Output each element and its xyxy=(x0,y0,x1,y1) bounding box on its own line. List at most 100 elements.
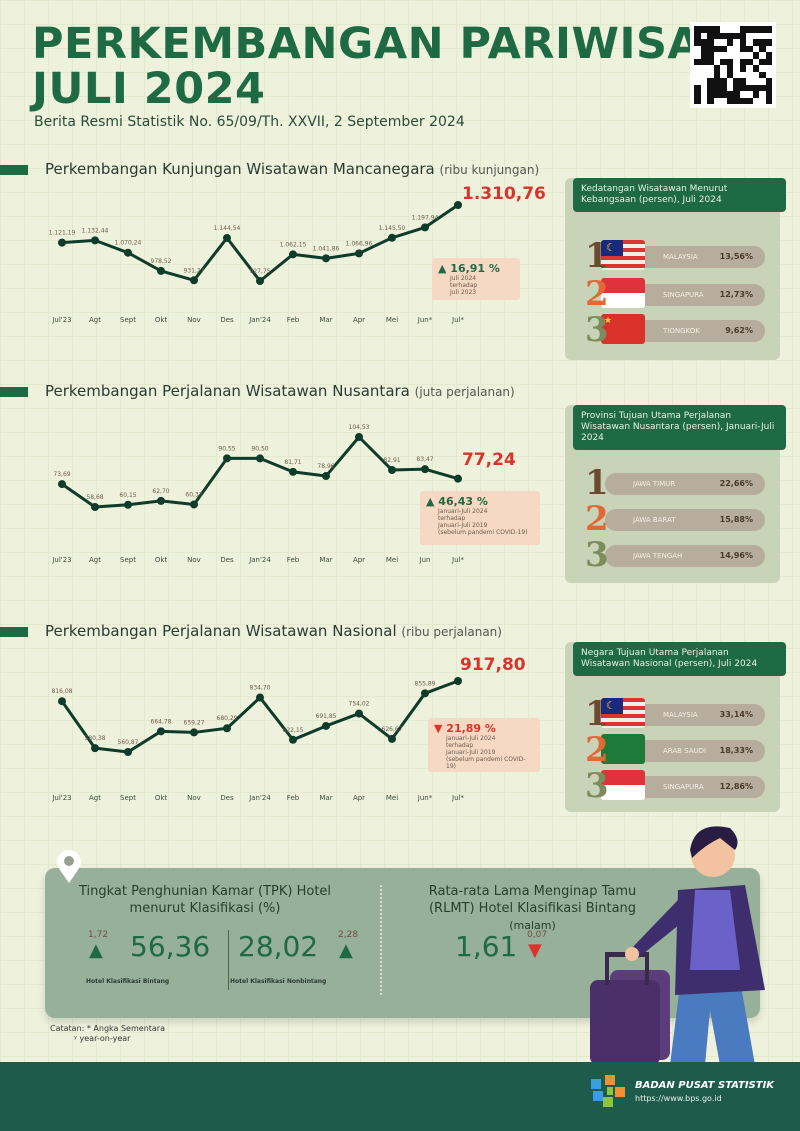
x-tick-label: Jun xyxy=(419,556,431,564)
x-tick-label: Jul'23 xyxy=(51,316,71,324)
line-charts: 1.121,19 Jul'23 1.132,44 Agt 1.070,24 Sept 978… xyxy=(49,201,464,802)
rank-number: 3 xyxy=(585,310,609,350)
x-tick-label: Jun* xyxy=(417,316,433,324)
section-heading-wisnas: Perkembangan Perjalanan Wisatawan Nasion… xyxy=(45,622,502,640)
x-tick-label: Des xyxy=(220,556,234,564)
x-tick-label: Agt xyxy=(89,556,101,564)
divider xyxy=(228,930,229,990)
rank-pct: 13,56% xyxy=(719,252,753,261)
data-point xyxy=(388,734,396,743)
latest-value-wisnus: 77,24 xyxy=(462,450,516,470)
rank-name: JAWA TIMUR xyxy=(633,480,676,488)
rank-row: SINGAPURA 12,73% 2 xyxy=(585,276,765,312)
rank-row: MALAYSIA 33,14% 1 xyxy=(585,696,765,732)
rank-name: MALAYSIA xyxy=(663,253,698,261)
footer-url-link[interactable]: https://www.bps.go.id xyxy=(635,1094,722,1103)
data-point xyxy=(157,727,165,736)
note-line: (sebelum pandemi COVID-19) xyxy=(438,529,528,536)
data-label: 978,52 xyxy=(151,258,172,265)
data-label: 680,29 xyxy=(217,715,238,722)
data-label: 1.066,96 xyxy=(346,240,373,247)
data-label: 62,70 xyxy=(152,488,169,495)
rank-pill: SINGAPURA 12,86% xyxy=(635,776,765,798)
traveler-illustration xyxy=(590,826,765,1065)
rank-pill: ARAB SAUDI 18,33% xyxy=(635,740,765,762)
x-tick-label: Nov xyxy=(187,794,201,802)
data-point xyxy=(124,748,132,756)
x-tick-label: Jul'23 xyxy=(51,794,71,802)
x-tick-label: Nov xyxy=(187,556,201,564)
data-label: 560,87 xyxy=(118,739,139,746)
saudi-flag-icon xyxy=(601,734,645,764)
x-tick-label: Agt xyxy=(89,316,101,324)
latest-value-wisnas: 917,80 xyxy=(460,655,526,675)
data-label: 816,08 xyxy=(52,688,73,695)
data-label: 90,55 xyxy=(218,445,235,452)
x-tick-label: Mei xyxy=(386,794,398,802)
rank-pct: 18,33% xyxy=(719,746,753,755)
rlmt-title: Rata-rata Lama Menginap Tamu (RLMT) Hote… xyxy=(410,883,655,934)
section-marker xyxy=(0,627,28,637)
data-point xyxy=(91,744,99,753)
rank-name: MALAYSIA xyxy=(663,711,698,719)
note-line: Januari-Juli 2019 xyxy=(438,522,488,529)
malaysia-flag-icon xyxy=(601,698,645,728)
rank-pill: TIONGKOK 9,62% xyxy=(635,320,765,342)
data-label: 58,68 xyxy=(86,494,103,501)
heading-text: Perkembangan Kunjungan Wisatawan Mancane… xyxy=(45,160,435,178)
data-label: 1.132,44 xyxy=(82,227,109,234)
note-line: Juli 2023 xyxy=(450,289,477,296)
x-tick-label: Mei xyxy=(386,556,398,564)
data-label: 73,69 xyxy=(53,471,70,478)
x-tick-label: Mar xyxy=(319,794,332,802)
data-point xyxy=(124,500,132,509)
heading-unit: (ribu perjalanan) xyxy=(401,625,502,639)
note-line: Juli 2024 xyxy=(450,275,477,282)
rank-pill: SINGAPURA 12,73% xyxy=(635,284,765,306)
up-arrow-icon: ▲ xyxy=(339,940,353,961)
x-tick-label: Sept xyxy=(120,556,136,564)
data-point xyxy=(190,276,198,285)
data-label: 1.070,24 xyxy=(115,240,142,247)
data-point xyxy=(289,467,297,476)
footer xyxy=(0,1062,800,1131)
tpk-bintang-label: Hotel Klasifikasi Bintang xyxy=(86,978,170,985)
data-point xyxy=(256,693,264,702)
x-tick-label: Mar xyxy=(319,556,332,564)
data-point xyxy=(454,474,462,483)
data-label: 82,91 xyxy=(383,457,400,464)
note-line: Januari-Juli 2019 xyxy=(446,749,496,756)
heading-unit: (juta perjalanan) xyxy=(414,385,515,399)
data-point xyxy=(223,233,231,242)
panel-title: Provinsi Tujuan Utama Perjalanan Wisataw… xyxy=(573,405,786,450)
change-text: 16,91 % xyxy=(450,262,500,275)
data-label: 580,38 xyxy=(85,735,106,742)
data-label: 1.041,86 xyxy=(313,245,340,252)
data-label: 659,27 xyxy=(184,719,205,726)
rank-name: JAWA BARAT xyxy=(633,516,676,524)
data-label: 626,67 xyxy=(382,726,403,733)
rank-pct: 14,96% xyxy=(719,551,753,560)
rank-number: 2 xyxy=(585,730,609,770)
tpk-bintang-value: 56,36 xyxy=(130,930,211,963)
bps-logo-icon xyxy=(591,1075,625,1107)
data-label: 81,71 xyxy=(284,459,301,466)
section-heading-wisman: Perkembangan Kunjungan Wisatawan Mancane… xyxy=(45,160,539,178)
rank-number: 1 xyxy=(585,694,609,734)
rank-name: ARAB SAUDI xyxy=(663,747,707,755)
change-text: 46,43 % xyxy=(438,495,488,508)
change-value: ▲ 16,91 % xyxy=(438,262,500,275)
section-marker xyxy=(0,387,28,397)
data-label: 927,75 xyxy=(250,268,271,275)
rank-row: ARAB SAUDI 18,33% 2 xyxy=(585,732,765,768)
nonbintang-change: 2,28 xyxy=(338,930,359,940)
x-tick-label: Jan'24 xyxy=(248,556,271,564)
note-line: Januari-Juli 2024 xyxy=(446,735,496,742)
rlmt-title-text: Rata-rata Lama Menginap Tamu (RLMT) Hote… xyxy=(428,884,637,916)
data-point xyxy=(124,248,132,257)
data-point xyxy=(256,454,264,463)
change-note: Juli 2024 terhadap Juli 2023 xyxy=(438,275,514,296)
down-arrow-icon: ▼ xyxy=(528,940,542,961)
rank-pct: 12,86% xyxy=(719,782,753,791)
rank-pct: 22,66% xyxy=(719,479,753,488)
